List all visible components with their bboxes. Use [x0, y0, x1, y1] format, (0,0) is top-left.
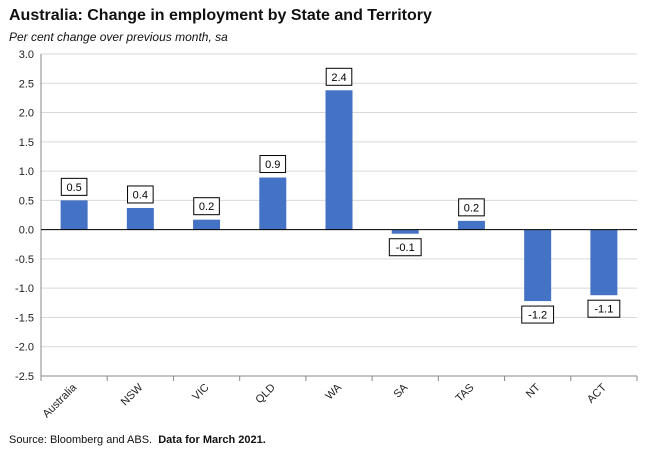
data-labels: 0.5 0.4 0.2 0.9 2.4 -0.1 0.2 -1.2 -1.1 [60, 67, 621, 324]
y-tick-label: -2.5 [15, 371, 34, 383]
bar [193, 219, 221, 230]
axes [40, 54, 638, 381]
y-tick-labels: 3.0 2.5 2.0 1.5 1.0 0.5 0.0 -0.5 -1.0 -1.5 -2.0 -2.… [15, 49, 34, 383]
y-tick-label: 1.5 [19, 137, 34, 149]
y-tick-label: 2.5 [19, 78, 34, 90]
data-label-box [521, 305, 555, 324]
bar [524, 229, 552, 302]
data-label-box [458, 198, 485, 217]
x-tick-labels: Australia NSW VIC QLD WA SA TAS NT ACT [40, 381, 609, 420]
data-label-text: 2.4 [331, 72, 346, 84]
data-label-box [388, 238, 422, 257]
bar [126, 207, 154, 230]
data-label-text: 0.4 [133, 189, 148, 201]
bar [457, 220, 485, 230]
y-tick-label: -1.0 [15, 283, 34, 295]
y-tick-label: -0.5 [15, 254, 34, 266]
data-label-text: 0.9 [265, 159, 280, 171]
data-label-box [587, 299, 621, 318]
y-tick-label: -2.0 [15, 342, 34, 354]
x-tick-label: WA [323, 381, 344, 402]
bar [391, 229, 419, 234]
chart-subtitle: Per cent change over previous month, sa [9, 30, 228, 44]
data-date-note: Data for March 2021. [158, 434, 266, 446]
source-text: Source: Bloomberg and ABS. [9, 434, 153, 446]
data-label: 2.4 [325, 67, 353, 86]
data-label-box [193, 197, 220, 216]
data-label: 0.4 [127, 185, 154, 204]
bar [590, 229, 618, 296]
x-tick-label: SA [391, 381, 410, 400]
bar [325, 90, 353, 230]
x-tick-label: VIC [190, 382, 211, 403]
x-tick-label: ACT [585, 381, 609, 405]
data-label-text: -1.2 [528, 310, 547, 322]
data-label-box [127, 185, 154, 204]
y-tick-label: -1.5 [15, 312, 34, 324]
y-tick-label: 0.0 [19, 225, 34, 237]
data-label-box [60, 177, 88, 196]
data-label-text: 0.5 [66, 182, 81, 194]
data-label: 0.2 [193, 197, 220, 216]
x-tick-label: NSW [119, 381, 146, 408]
bar [60, 200, 88, 230]
data-label: -0.1 [388, 238, 422, 257]
data-label: 0.9 [259, 155, 287, 174]
data-label-box [325, 67, 353, 86]
x-tick-label: NT [524, 381, 543, 400]
bar [259, 177, 287, 230]
data-label: -1.2 [521, 305, 555, 324]
data-label: 0.2 [458, 198, 485, 217]
source-note: Source: Bloomberg and ABS. Data for Marc… [9, 434, 266, 446]
chart-title: Australia: Change in employment by State… [9, 7, 432, 24]
data-label: -1.1 [587, 299, 621, 318]
x-tick-label: QLD [253, 382, 278, 407]
x-tick-label: Australia [40, 381, 79, 420]
data-label: 0.5 [60, 177, 88, 196]
data-label-text: 0.2 [464, 202, 479, 214]
data-label-text: -0.1 [396, 242, 415, 254]
y-tick-label: 0.5 [19, 195, 34, 207]
y-tick-label: 3.0 [19, 49, 34, 61]
data-label-text: -1.1 [594, 304, 613, 316]
y-tick-label: 2.0 [19, 108, 34, 120]
data-label-box [259, 155, 287, 174]
x-tick-label: TAS [454, 382, 477, 405]
y-tick-label: 1.0 [19, 166, 34, 178]
bars [60, 90, 618, 302]
data-label-text: 0.2 [199, 201, 214, 213]
